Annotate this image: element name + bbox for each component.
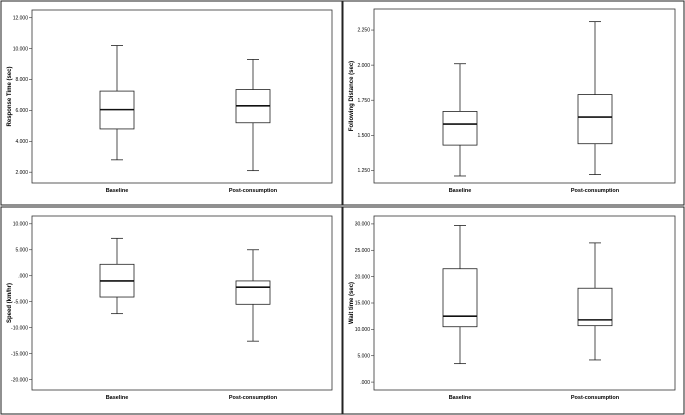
chart-panel-1: 2.000 4.000 6.000 8.000 10.000 12.000 Response…: [0, 0, 343, 206]
y-axis-title: Response Time (sec): [7, 67, 13, 127]
y-tick-label: 8.000: [15, 77, 28, 83]
box-baseline: Baseline: [442, 63, 478, 194]
plot-area: [31, 9, 333, 184]
box-post-consumption: Post-consumption: [571, 21, 620, 194]
chart-panel-3: -20.000 -15.000 -10.000 -5.000 .000 5.000 10.0…: [0, 206, 343, 415]
x-category-label: Baseline: [449, 188, 472, 194]
iqr-box: [235, 280, 271, 305]
y-tick-label: 12.000: [13, 15, 29, 21]
box-baseline: Baseline: [99, 237, 135, 401]
box-post-consumption: Post-consumption: [571, 242, 620, 401]
y-tick-label: 5.000: [15, 247, 28, 253]
y-tick-label: 6.000: [15, 108, 28, 114]
box-post-consumption: Post-consumption: [229, 59, 278, 194]
x-category-label: Post-consumption: [571, 395, 620, 401]
box-post-consumption: Post-consumption: [229, 249, 278, 401]
y-tick-label: 1.750: [357, 98, 370, 104]
plot-area: [373, 215, 676, 391]
y-tick-label: 10.000: [13, 221, 29, 227]
plot-area: [373, 8, 676, 184]
y-tick-label: 2.000: [15, 170, 28, 176]
box-baseline: Baseline: [99, 45, 135, 194]
iqr-box: [442, 111, 478, 146]
y-tick-label: 2.000: [357, 63, 370, 69]
iqr-box: [442, 268, 478, 328]
y-tick-label: 5.000: [357, 353, 370, 359]
chart-panel-4: .000 5.000 10.000 15.000 20.000 25.000 30.000 W…: [342, 206, 685, 415]
y-tick-label: -15.000: [11, 351, 28, 357]
x-category-label: Baseline: [449, 395, 472, 401]
x-category-label: Post-consumption: [229, 395, 278, 401]
y-tick-label: 4.000: [15, 139, 28, 145]
y-axis-title: Following Distance (sec): [349, 61, 355, 131]
y-tick-label: 10.000: [13, 46, 29, 52]
y-tick-label: 10.000: [355, 327, 371, 333]
x-category-label: Baseline: [106, 188, 129, 194]
y-tick-label: -20.000: [11, 377, 28, 383]
y-tick-label: -10.000: [11, 325, 28, 331]
box-baseline: Baseline: [442, 225, 478, 401]
y-axis-title: Wait time (sec): [349, 282, 355, 324]
y-tick-label: 20.000: [355, 274, 371, 280]
y-tick-label: 30.000: [355, 222, 371, 228]
chart-panel-2: 1.250 1.500 1.750 2.000 2.250 Following Dista…: [342, 0, 685, 206]
y-tick-label: 25.000: [355, 248, 371, 254]
y-tick-label: .000: [18, 273, 28, 279]
y-tick-label: 1.500: [357, 133, 370, 139]
y-tick-label: 15.000: [355, 301, 371, 307]
y-tick-label: 1.250: [357, 168, 370, 174]
y-tick-label: .000: [360, 380, 370, 386]
iqr-box: [577, 94, 613, 145]
plot-area: [31, 215, 333, 391]
x-category-label: Baseline: [106, 395, 129, 401]
x-category-label: Post-consumption: [571, 188, 620, 194]
y-axis-title: Speed (km/hr): [7, 283, 13, 323]
y-tick-label: 2.250: [357, 28, 370, 34]
y-tick-label: -5.000: [14, 299, 28, 305]
x-category-label: Post-consumption: [229, 188, 278, 194]
